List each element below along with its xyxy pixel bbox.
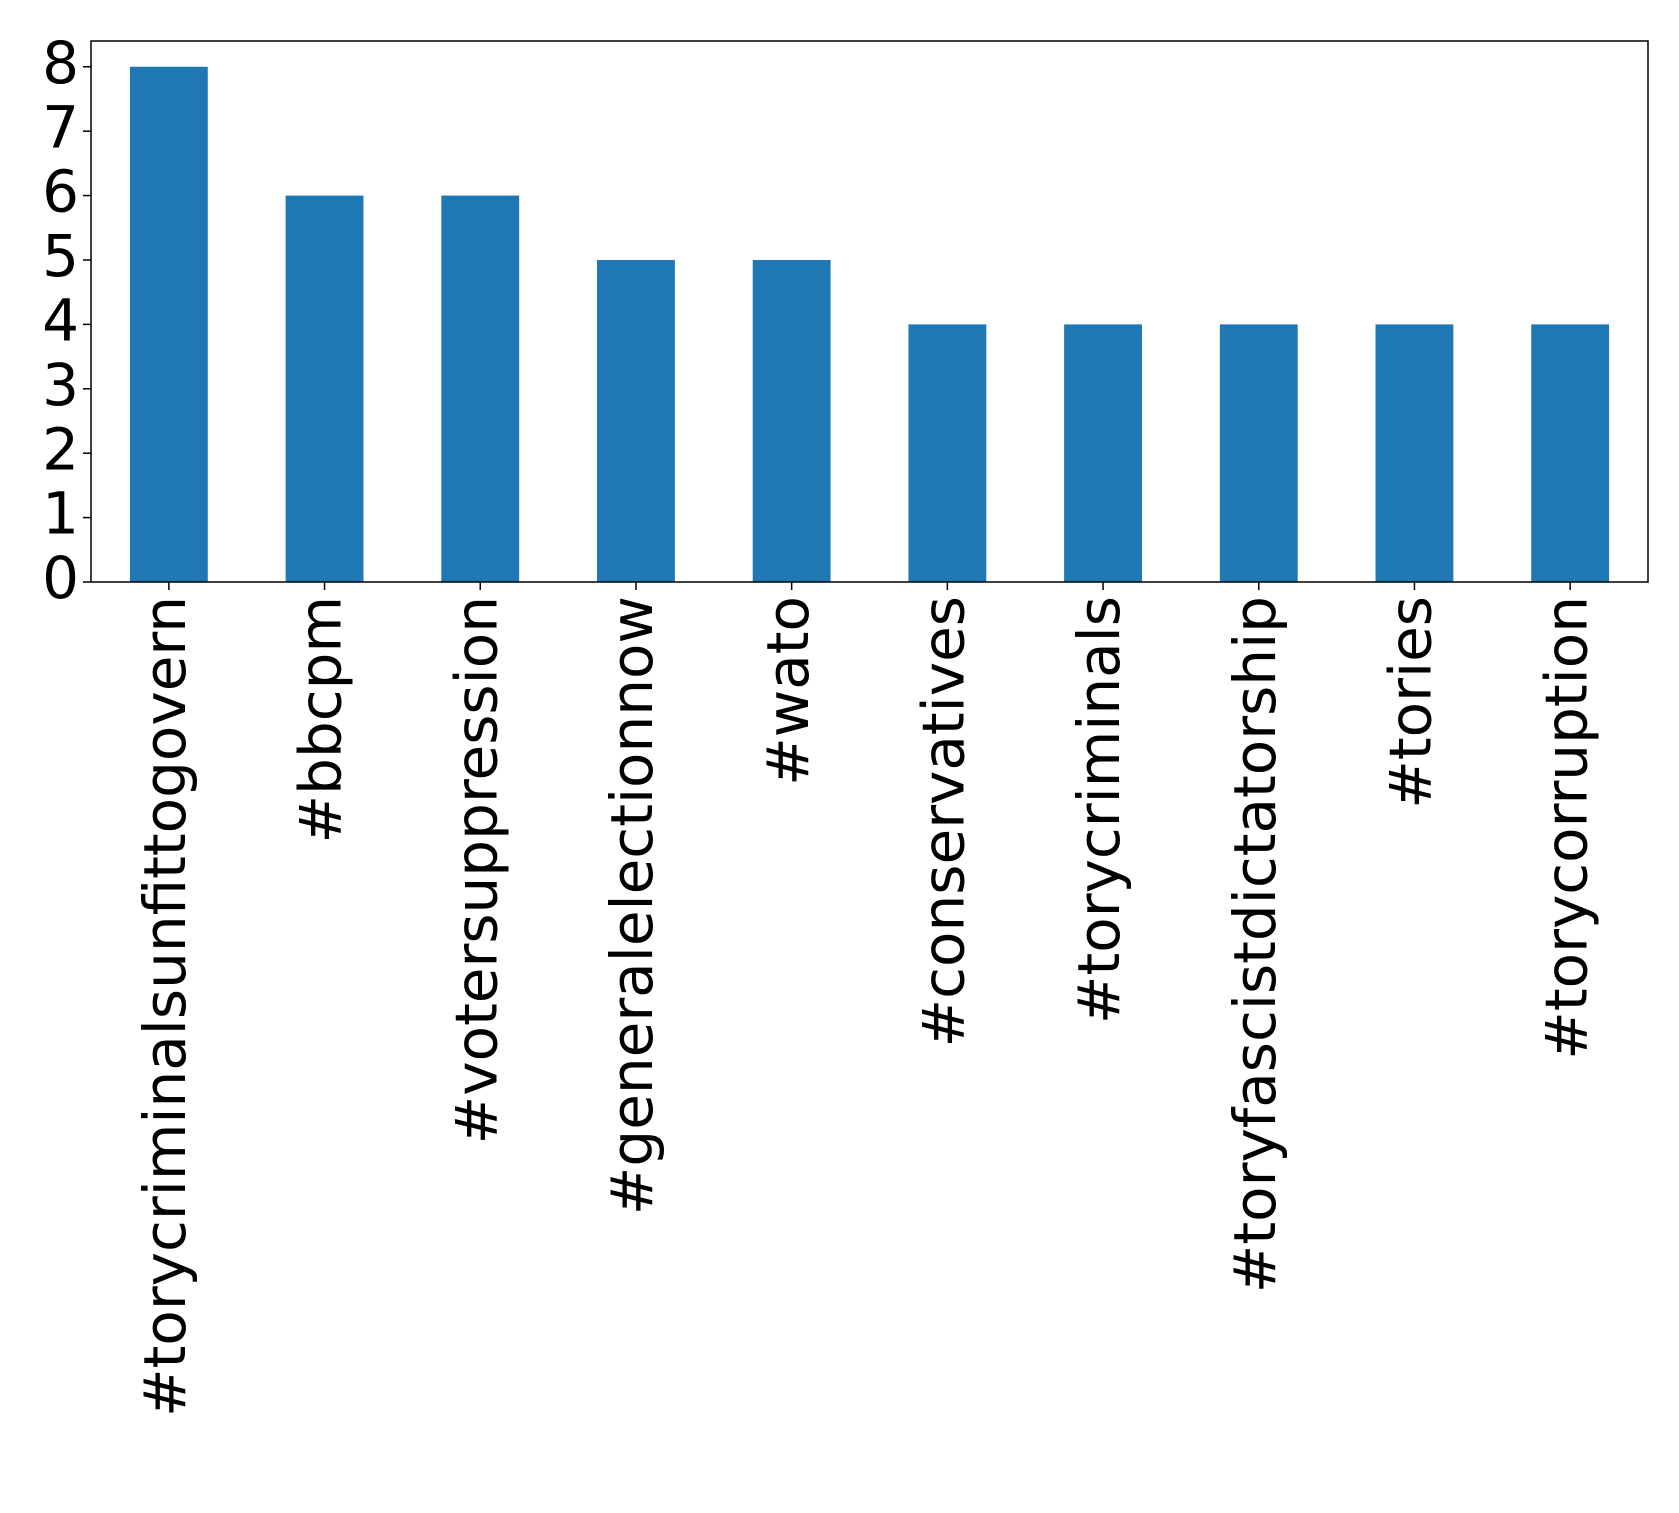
- y-tick-label: 0: [42, 544, 79, 612]
- bar: [129, 66, 208, 582]
- x-tick-label: #bbcpm: [287, 596, 355, 843]
- y-tick-label: 2: [42, 415, 79, 483]
- bar: [597, 259, 675, 582]
- x-tick-label: #wato: [754, 596, 822, 786]
- x-tick-label: #torycorruption: [1532, 596, 1600, 1060]
- y-tick-label: 1: [42, 480, 79, 548]
- bar: [752, 259, 831, 582]
- bar: [285, 195, 364, 583]
- x-tick-label: #generalelectionnow: [598, 596, 666, 1215]
- y-tick-label: 6: [42, 158, 79, 226]
- x-tick-label: #torycriminalsunfittogovern: [131, 596, 199, 1417]
- bar: [908, 324, 987, 582]
- x-tick-label: #torycriminals: [1065, 596, 1133, 1024]
- bar: [1375, 324, 1454, 582]
- y-tick-label: 7: [42, 93, 79, 161]
- y-tick-label: 5: [42, 222, 79, 290]
- bar: [1219, 324, 1298, 582]
- x-tick-label: #tories: [1377, 596, 1445, 809]
- bar: [441, 195, 520, 583]
- bar: [1531, 324, 1610, 582]
- plot-frame: [90, 40, 1649, 583]
- x-tick-label: #toryfascistdictatorship: [1221, 596, 1289, 1293]
- y-tick-label: 8: [42, 29, 79, 97]
- bar: [1064, 324, 1142, 582]
- y-tick-label: 4: [42, 286, 79, 354]
- x-tick-label: #votersuppression: [442, 596, 510, 1144]
- y-tick-label: 3: [42, 351, 79, 419]
- x-tick-label: #conservatives: [909, 596, 977, 1047]
